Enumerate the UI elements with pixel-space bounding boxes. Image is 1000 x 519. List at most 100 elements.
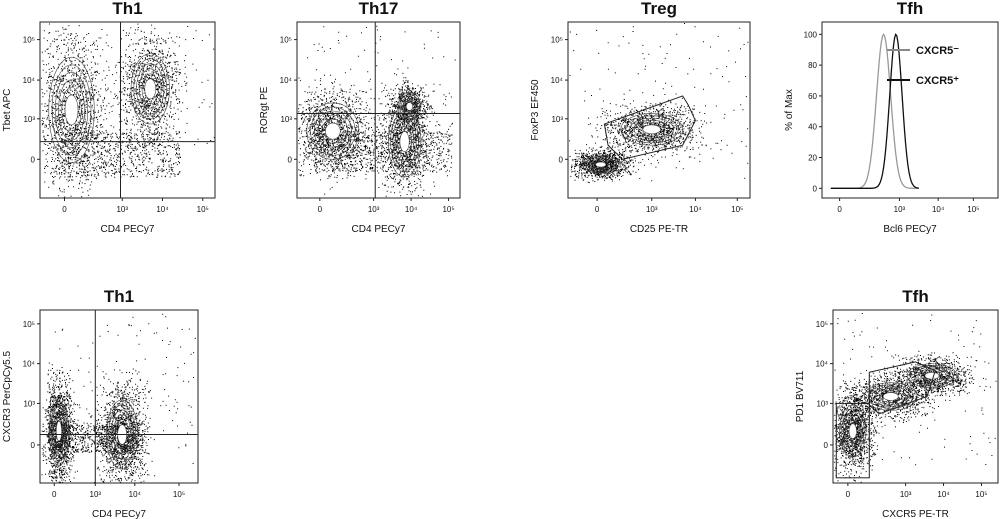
contour [321, 118, 345, 144]
contour [871, 386, 910, 407]
contour [130, 53, 170, 125]
x-tick-label: 10⁴ [129, 490, 142, 499]
x-tick-label: 10³ [900, 490, 912, 499]
contour [141, 73, 159, 105]
y-tick-label: 10⁴ [551, 76, 564, 85]
contour [642, 124, 661, 135]
contour [843, 412, 863, 450]
contour [924, 371, 940, 380]
y-tick-label: 0 [824, 441, 829, 450]
legend-label: CXCR5⁺ [916, 75, 959, 87]
plot-frame [567, 21, 751, 199]
histogram-curve [830, 33, 919, 189]
histogram-curve [830, 32, 919, 189]
x-tick-label: 0 [318, 205, 323, 214]
contour [136, 63, 165, 115]
y-tick-label: 20 [808, 154, 817, 163]
contour [624, 115, 679, 144]
x-tick-label: 10⁴ [156, 205, 169, 214]
x-tick-label: 10⁵ [975, 490, 987, 499]
legend-label: CXCR5⁻ [916, 45, 959, 57]
contour [64, 94, 79, 126]
plot-frame [39, 21, 216, 199]
x-tick-label: 10⁵ [173, 490, 185, 499]
contour [629, 117, 675, 141]
y-tick-label: 10⁵ [280, 36, 292, 45]
contour [394, 121, 415, 163]
x-tick-label: 10⁵ [731, 205, 743, 214]
event-dots [569, 23, 749, 184]
panel-title: Th1 [104, 287, 134, 306]
y-tick-label: 60 [808, 92, 817, 101]
x-tick-label: 10³ [894, 205, 906, 214]
contour [54, 415, 64, 447]
x-tick-label: 0 [52, 490, 57, 499]
plot-frame [39, 309, 199, 484]
contour [906, 363, 958, 389]
y-tick-label: 10⁴ [23, 76, 36, 85]
contour [620, 113, 683, 146]
x-tick-label: 10³ [368, 205, 380, 214]
x-tick-label: 0 [846, 490, 851, 499]
x-tick-label: 10⁵ [967, 205, 979, 214]
y-tick-label: 10⁴ [280, 76, 293, 85]
x-axis-label: CD4 PECy7 [352, 224, 406, 235]
contour [879, 390, 903, 403]
event-dots [298, 25, 456, 197]
contour [310, 106, 356, 156]
y-tick-label: 10⁵ [816, 320, 828, 329]
contour [51, 64, 92, 156]
contour [592, 160, 609, 169]
y-tick-label: 10⁵ [23, 320, 35, 329]
contour [910, 365, 954, 387]
x-axis-label: CD25 PE-TR [630, 224, 688, 235]
x-tick-label: 0 [595, 205, 600, 214]
y-tick-label: 10³ [23, 399, 35, 408]
gate [835, 402, 870, 479]
contour [595, 161, 607, 168]
contour [848, 423, 857, 439]
y-tick-label: 0 [813, 184, 818, 193]
y-tick-label: 10³ [280, 115, 292, 124]
x-tick-label: 0 [837, 205, 842, 214]
x-tick-label: 0 [62, 205, 67, 214]
contour [633, 120, 670, 139]
contour [582, 155, 620, 174]
y-tick-label: 40 [808, 123, 817, 132]
x-axis-label: Bcl6 PECy7 [883, 224, 937, 235]
contour [138, 68, 162, 110]
contour [397, 92, 422, 121]
plot-frame [821, 21, 999, 199]
y-tick-label: 0 [31, 441, 36, 450]
contour [61, 87, 82, 133]
contour [638, 122, 666, 137]
x-tick-label: 10⁴ [932, 205, 945, 214]
contour [50, 401, 68, 462]
plot-frame [296, 21, 461, 199]
contour [48, 56, 95, 164]
contour [58, 79, 85, 141]
contour [144, 78, 157, 100]
contour [306, 102, 360, 160]
contour [397, 126, 412, 158]
panel-title: Tfh [897, 0, 923, 18]
y-axis-label: FoxP3 EF450 [530, 79, 541, 141]
y-axis-label: RORgt PE [259, 86, 270, 133]
contour [875, 388, 907, 405]
event-dots [41, 313, 196, 483]
x-tick-label: 10³ [116, 205, 128, 214]
y-tick-label: 0 [31, 155, 36, 164]
contour [399, 94, 420, 119]
x-tick-label: 10⁵ [442, 205, 454, 214]
contour [392, 116, 417, 168]
plot-frame [832, 309, 999, 484]
contour [839, 404, 867, 458]
contour [584, 156, 617, 173]
contour [867, 384, 914, 409]
panel-title: Tfh [902, 287, 928, 306]
contour [844, 415, 861, 447]
contour [841, 408, 865, 454]
x-tick-label: 10³ [90, 490, 102, 499]
contour [399, 131, 410, 153]
